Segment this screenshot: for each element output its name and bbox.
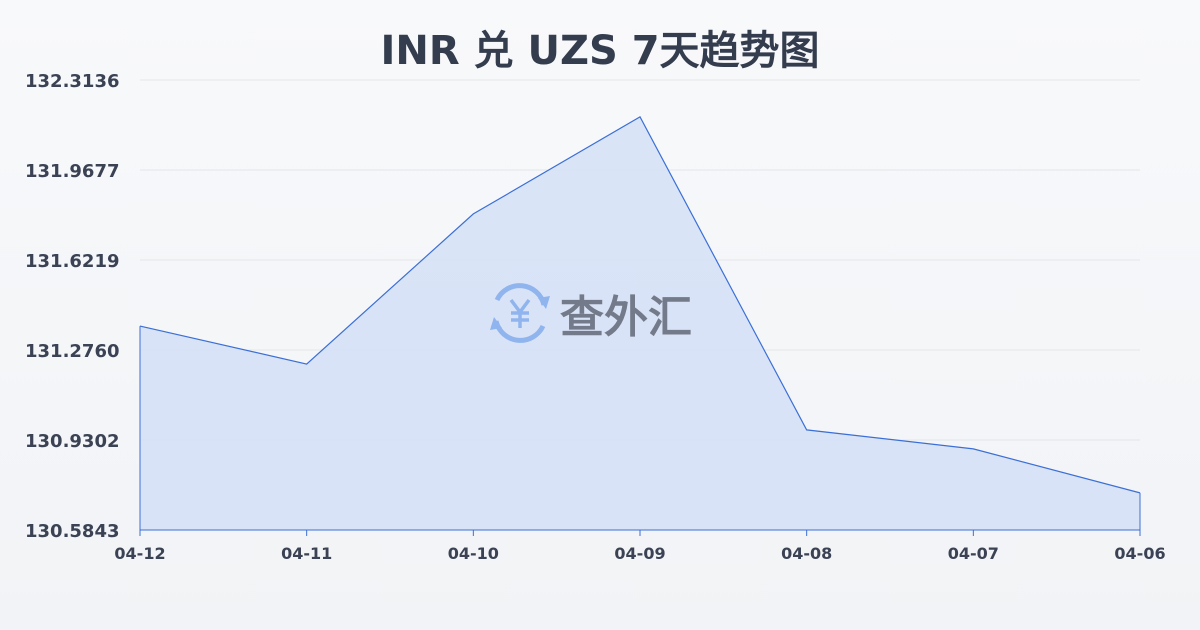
watermark-text: 查外汇 [560, 292, 692, 343]
x-tick-label: 04-06 [1114, 544, 1165, 563]
x-tick-label: 04-09 [614, 544, 665, 563]
y-tick-label: 131.2760 [25, 341, 120, 362]
x-tick-label: 04-11 [281, 544, 332, 563]
x-tick-label: 04-12 [114, 544, 165, 563]
y-tick-label: 131.9677 [25, 161, 120, 182]
y-tick-label: 131.6219 [25, 251, 120, 272]
x-tick-label: 04-10 [448, 544, 499, 563]
y-tick-label: 130.5843 [25, 521, 120, 542]
y-tick-label: 132.3136 [25, 71, 120, 92]
watermark [490, 283, 550, 343]
chart-title: INR 兑 UZS 7天趋势图 [380, 28, 820, 74]
yen-exchange-icon [490, 283, 550, 343]
series-line [139, 116, 1141, 494]
area-fill [140, 116, 1140, 530]
x-tick-label: 04-08 [781, 544, 832, 563]
x-tick-label: 04-07 [948, 544, 999, 563]
y-tick-label: 130.9302 [25, 431, 120, 452]
